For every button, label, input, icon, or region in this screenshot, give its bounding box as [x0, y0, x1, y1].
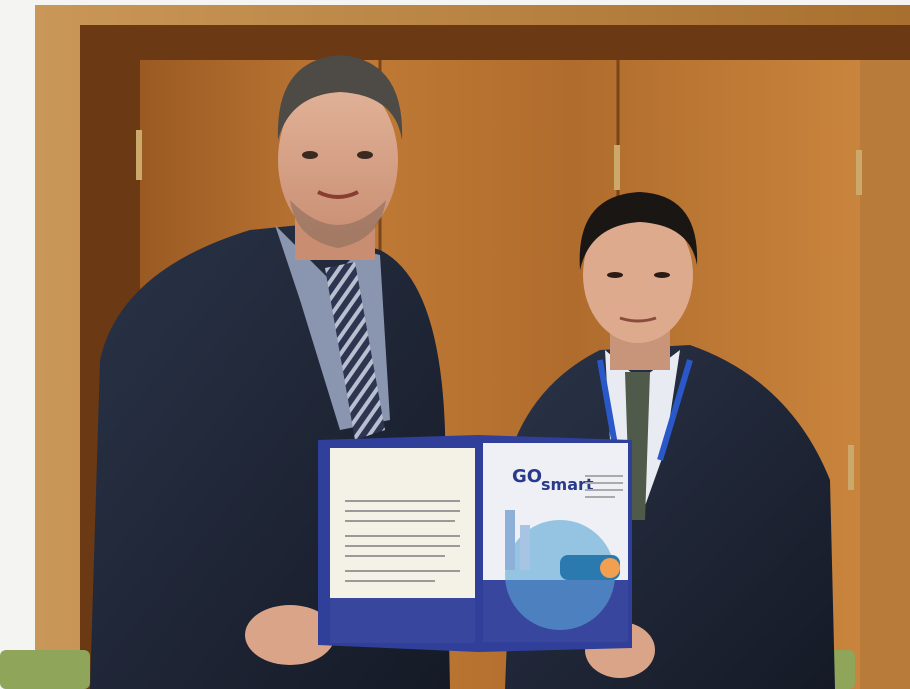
logo-smart: smart [541, 475, 594, 494]
logo-go: GO [512, 466, 542, 487]
brochure: GO smart [318, 435, 632, 652]
